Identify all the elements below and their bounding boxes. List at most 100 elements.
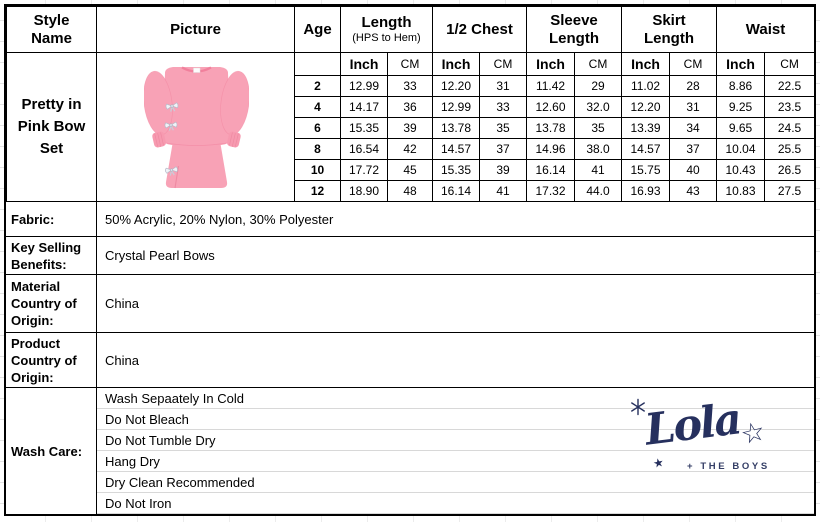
fabric-value: 50% Acrylic, 20% Nylon, 30% Polyester (105, 211, 334, 227)
length-subnote: (HPS to Hem) (352, 32, 421, 44)
product-country-label: Product Country of Origin: (6, 333, 97, 387)
size-value: 10.43 (716, 159, 766, 181)
length-inch-header: Inch (340, 52, 388, 76)
material-country-label: Material Country of Origin: (6, 275, 97, 332)
size-row: 2 12.99 33 12.20 31 11.42 29 11.02 28 8.… (7, 75, 816, 97)
size-value: 9.25 (716, 96, 766, 118)
size-value: 27.5 (764, 180, 816, 202)
size-value: 14.57 (432, 138, 480, 160)
size-value: 40 (669, 159, 718, 181)
size-value: 41 (574, 159, 623, 181)
chest-cm-header: CM (478, 52, 528, 76)
size-row: 6 15.35 39 13.78 35 13.78 35 13.39 34 9.… (7, 117, 816, 139)
size-value: 23.5 (764, 96, 816, 118)
size-value: 16.54 (340, 138, 388, 160)
size-value: 31 (478, 75, 528, 97)
wash-care-item: Do Not Bleach (97, 409, 814, 430)
size-value: 14.57 (621, 138, 671, 160)
size-value: 48 (387, 180, 433, 202)
size-age: 2 (294, 75, 341, 97)
size-value: 11.42 (526, 75, 576, 97)
product-country-value: China (105, 352, 139, 368)
size-value: 28 (669, 75, 718, 97)
size-value: 32.0 (574, 96, 623, 118)
size-age: 4 (294, 96, 341, 118)
size-value: 13.78 (432, 117, 480, 139)
wash-care-item: Dry Clean Recommended (97, 472, 814, 493)
size-value: 39 (478, 159, 528, 181)
garment-illustration (143, 66, 249, 189)
size-age: 6 (294, 117, 341, 139)
col-header-half-chest: 1/2 Chest (431, 6, 528, 53)
size-value: 24.5 (764, 117, 816, 139)
size-chart-sheet: Style Name Picture Age Length (HPS to Hem… (4, 4, 816, 516)
age-unit-spacer (294, 52, 341, 76)
size-value: 44.0 (574, 180, 623, 202)
size-value: 31 (669, 96, 718, 118)
size-value: 13.39 (621, 117, 671, 139)
wash-care-item: Hang Dry (97, 451, 814, 472)
size-row: 8 16.54 42 14.57 37 14.96 38.0 14.57 37 … (7, 138, 816, 160)
size-value: 43 (669, 180, 718, 202)
size-age: 12 (294, 180, 341, 202)
size-value: 25.5 (764, 138, 816, 160)
sleeve-cm-header: CM (574, 52, 623, 76)
size-value: 42 (387, 138, 433, 160)
key-selling-benefits-label: Key Selling Benefits: (6, 237, 97, 274)
size-value: 10.04 (716, 138, 766, 160)
size-value: 26.5 (764, 159, 816, 181)
wash-care-row: Wash Care: Wash Sepaately In Cold Do Not… (6, 387, 814, 514)
size-value: 35 (574, 117, 623, 139)
length-label: Length (361, 14, 412, 31)
col-header-sleeve-length: Sleeve Length (526, 6, 623, 53)
key-selling-benefits-value: Crystal Pearl Bows (105, 248, 215, 263)
length-cm-header: CM (387, 52, 433, 76)
size-value: 14.96 (526, 138, 576, 160)
material-country-value: China (105, 296, 139, 311)
waist-cm-header: CM (764, 52, 816, 76)
wash-care-label: Wash Care: (6, 388, 97, 514)
size-value: 15.35 (432, 159, 480, 181)
size-row: 12 18.90 48 16.14 41 17.32 44.0 16.93 43… (7, 180, 816, 202)
size-value: 15.75 (621, 159, 671, 181)
waist-inch-header: Inch (716, 52, 766, 76)
size-value: 12.60 (526, 96, 576, 118)
size-value: 29 (574, 75, 623, 97)
size-value: 38.0 (574, 138, 623, 160)
size-value: 35 (478, 117, 528, 139)
material-country-row: Material Country of Origin: China (6, 274, 814, 332)
size-value: 14.17 (340, 96, 388, 118)
picture-cell (96, 52, 295, 202)
size-value: 11.02 (621, 75, 671, 97)
size-value: 8.86 (716, 75, 766, 97)
size-value: 45 (387, 159, 433, 181)
size-value: 41 (478, 180, 528, 202)
size-value: 16.14 (432, 180, 480, 202)
size-value: 22.5 (764, 75, 816, 97)
size-age: 8 (294, 138, 341, 160)
size-value: 39 (387, 117, 433, 139)
size-value: 12.99 (340, 75, 388, 97)
chest-inch-header: Inch (432, 52, 480, 76)
size-value: 18.90 (340, 180, 388, 202)
product-photo (98, 54, 294, 201)
size-chart-table: Style Name Picture Age Length (HPS to Hem… (6, 6, 816, 202)
size-value: 16.14 (526, 159, 576, 181)
wash-care-item: Do Not Iron (97, 493, 814, 514)
size-value: 34 (669, 117, 718, 139)
size-value: 33 (387, 75, 433, 97)
size-value: 12.99 (432, 96, 480, 118)
col-header-waist: Waist (716, 6, 816, 53)
size-value: 33 (478, 96, 528, 118)
size-value: 17.32 (526, 180, 576, 202)
col-header-age: Age (294, 6, 341, 53)
size-value: 37 (669, 138, 718, 160)
wash-care-list: Wash Sepaately In Cold Do Not Bleach Do … (97, 388, 814, 514)
skirt-cm-header: CM (669, 52, 718, 76)
size-value: 12.20 (432, 75, 480, 97)
fabric-row: Fabric: 50% Acrylic, 20% Nylon, 30% Poly… (6, 202, 814, 236)
key-selling-benefits-row: Key Selling Benefits: Crystal Pearl Bows (6, 236, 814, 274)
sleeve-inch-header: Inch (526, 52, 576, 76)
size-value: 36 (387, 96, 433, 118)
fabric-label: Fabric: (6, 202, 97, 236)
